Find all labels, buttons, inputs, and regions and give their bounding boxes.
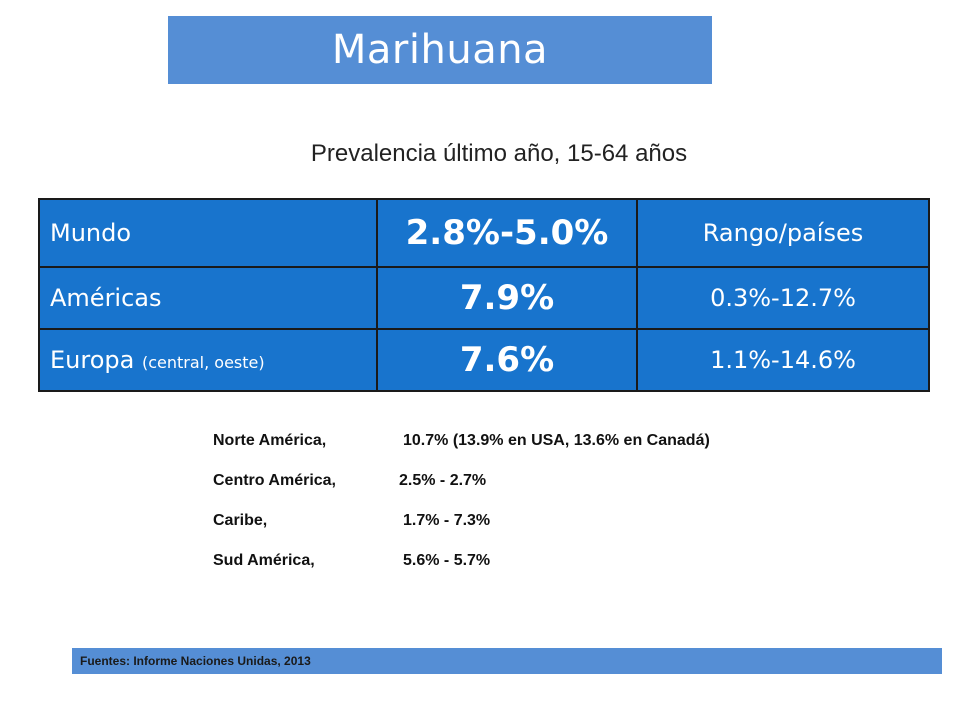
region-label: Mundo — [50, 219, 132, 247]
subregion-value: 10.7% (13.9% en USA, 13.6% en Canadá) — [403, 432, 710, 449]
value-cell: 7.6% — [376, 328, 638, 392]
source-note: Fuentes: Informe Naciones Unidas, 2013 — [80, 654, 311, 668]
table-row: Mundo 2.8%-5.0% Rango/países — [38, 198, 930, 268]
value-cell: 2.8%-5.0% — [376, 198, 638, 268]
table-row: Europa (central, oeste) 7.6% 1.1%-14.6% — [38, 328, 930, 392]
region-cell: Américas — [38, 266, 378, 330]
subregion-name: Caribe, — [213, 512, 268, 529]
value-cell: 7.9% — [376, 266, 638, 330]
region-label: Europa — [50, 346, 135, 374]
prevalence-table: Mundo 2.8%-5.0% Rango/países Américas 7.… — [38, 198, 930, 392]
table-row: Américas 7.9% 0.3%-12.7% — [38, 266, 930, 330]
region-cell: Mundo — [38, 198, 378, 268]
region-label: Américas — [50, 284, 162, 312]
subregion-value: 5.6% - 5.7% — [403, 552, 491, 569]
range-cell: 1.1%-14.6% — [636, 328, 930, 392]
subregion-value: 1.7% - 7.3% — [403, 512, 491, 529]
subregion-value: 2.5% - 2.7% — [399, 472, 487, 489]
list-item: Centro América, 2.5% - 2.7% — [213, 472, 710, 512]
subregion-name: Sud América, — [213, 552, 315, 569]
list-item: Sud América, 5.6% - 5.7% — [213, 552, 710, 592]
range-cell: 0.3%-12.7% — [636, 266, 930, 330]
list-item: Caribe, 1.7% - 7.3% — [213, 512, 710, 552]
region-note: (central, oeste) — [141, 353, 265, 372]
subregion-name: Norte América, — [213, 432, 327, 449]
region-cell: Europa (central, oeste) — [38, 328, 378, 392]
subregion-name: Centro América, — [213, 472, 336, 489]
list-item: Norte América, 10.7% (13.9% en USA, 13.6… — [213, 432, 710, 472]
subregion-list: Norte América, 10.7% (13.9% en USA, 13.6… — [213, 432, 710, 592]
footer-banner: Fuentes: Informe Naciones Unidas, 2013 — [72, 648, 942, 674]
title-banner: Marihuana — [168, 16, 712, 84]
page-title: Marihuana — [331, 27, 549, 73]
range-cell: Rango/países — [636, 198, 930, 268]
subtitle: Prevalencia último año, 15-64 años — [310, 140, 688, 167]
